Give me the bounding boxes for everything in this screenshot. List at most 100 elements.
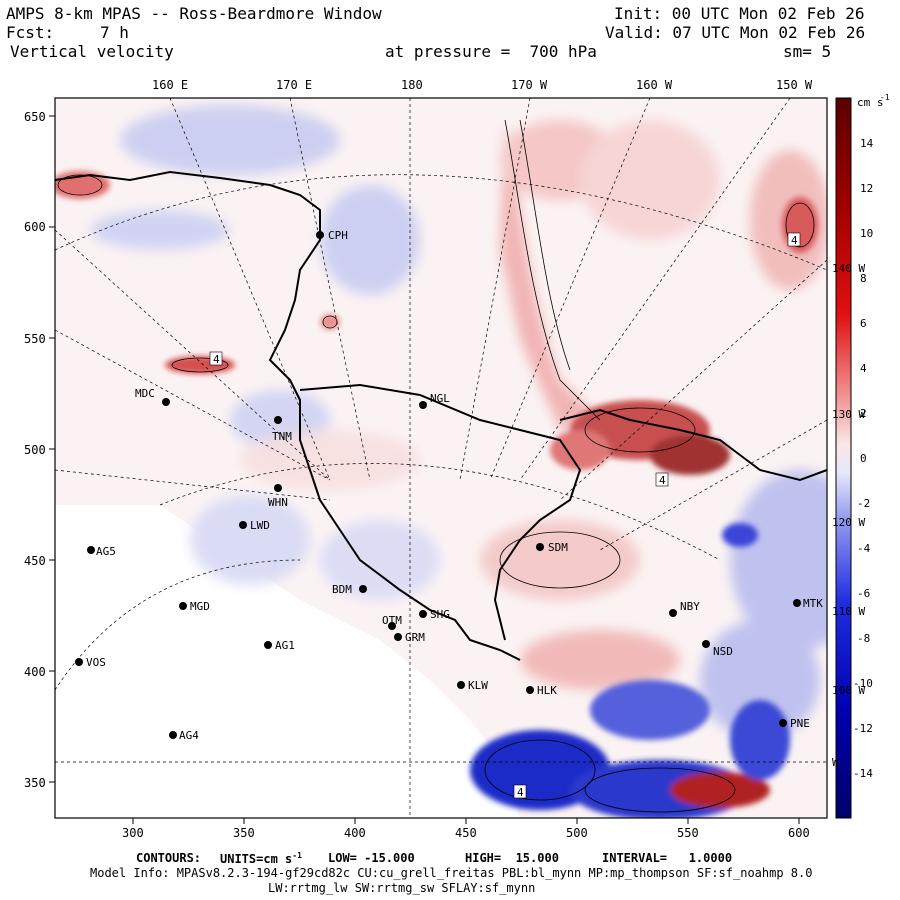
station-marker bbox=[316, 231, 324, 239]
station-label: AG1 bbox=[275, 639, 295, 652]
contour-label: 4 bbox=[659, 474, 666, 487]
colorbar-label: 14 bbox=[860, 137, 874, 150]
y-tick-label: 500 bbox=[24, 443, 46, 457]
station-marker bbox=[239, 521, 247, 529]
station-label: NBY bbox=[680, 600, 700, 613]
no-data-region bbox=[55, 505, 520, 818]
x-tick-label: 450 bbox=[455, 826, 477, 840]
station-marker bbox=[779, 719, 787, 727]
station-marker bbox=[274, 416, 282, 424]
station-label: AG5 bbox=[96, 545, 116, 558]
forecast-hour: 7 h bbox=[100, 23, 129, 42]
y-tick-label: 650 bbox=[24, 110, 46, 124]
contour-label: 4 bbox=[791, 234, 798, 247]
station-label: CPH bbox=[328, 229, 348, 242]
contour-label: 4 bbox=[517, 786, 524, 799]
station-marker bbox=[702, 640, 710, 648]
station-marker bbox=[179, 602, 187, 610]
colorbar-units: cm s bbox=[857, 96, 884, 109]
lon-label: 180 bbox=[401, 78, 423, 92]
colorbar-label: -2 bbox=[857, 497, 870, 510]
station-label: LWD bbox=[250, 519, 270, 532]
station-marker bbox=[419, 401, 427, 409]
lon-label: 100 W bbox=[832, 684, 865, 697]
station-marker bbox=[274, 484, 282, 492]
forecast-label: Fcst: bbox=[6, 23, 55, 42]
station-label: MTK bbox=[803, 597, 823, 610]
colorbar-label: 4 bbox=[860, 362, 867, 375]
station-label: HLK bbox=[537, 684, 557, 697]
x-tick-label: 400 bbox=[344, 826, 366, 840]
init-time: Init: 00 UTC Mon 02 Feb 26 bbox=[614, 4, 865, 23]
colorbar bbox=[835, 97, 852, 819]
y-tick-label: 350 bbox=[24, 776, 46, 790]
y-tick-label: 450 bbox=[24, 554, 46, 568]
station-label: SHG bbox=[430, 608, 450, 621]
lon-label: W bbox=[832, 756, 839, 769]
y-tick-label: 600 bbox=[24, 220, 46, 234]
plot-title: AMPS 8-km MPAS -- Ross-Beardmore Window bbox=[6, 4, 382, 23]
station-label: OTM bbox=[382, 614, 402, 627]
station-marker bbox=[87, 546, 95, 554]
lon-label: 130 W bbox=[832, 408, 865, 421]
x-tick-label: 550 bbox=[677, 826, 699, 840]
colorbar-label: -6 bbox=[857, 587, 870, 600]
station-marker bbox=[526, 686, 534, 694]
station-marker bbox=[162, 398, 170, 406]
contours-high: HIGH= 15.000 bbox=[465, 851, 559, 865]
x-tick-label: 350 bbox=[233, 826, 255, 840]
station-label: BDM bbox=[332, 583, 352, 596]
station-marker bbox=[457, 681, 465, 689]
station-marker bbox=[419, 610, 427, 618]
station-label: GRM bbox=[405, 631, 425, 644]
station-marker bbox=[793, 599, 801, 607]
lon-label: 150 W bbox=[776, 78, 813, 92]
lon-label: 140 W bbox=[832, 262, 865, 275]
colorbar-label: 8 bbox=[860, 272, 867, 285]
field-name: Vertical velocity bbox=[10, 42, 174, 61]
station-marker bbox=[669, 609, 677, 617]
x-tick-label: 500 bbox=[566, 826, 588, 840]
valid-time: Valid: 07 UTC Mon 02 Feb 26 bbox=[605, 23, 866, 42]
station-marker bbox=[264, 641, 272, 649]
colorbar-label: -4 bbox=[857, 542, 871, 555]
lon-label: 160 W bbox=[636, 78, 673, 92]
smoothing: sm= 5 bbox=[783, 42, 832, 61]
units-exp: -1 bbox=[292, 851, 302, 860]
colorbar-units-exp: -1 bbox=[880, 93, 890, 102]
colorbar-label: -14 bbox=[853, 767, 873, 780]
colorbar-label: 6 bbox=[860, 317, 867, 330]
station-label: VOS bbox=[86, 656, 106, 669]
station-label: MGD bbox=[190, 600, 210, 613]
contours-label: CONTOURS: bbox=[136, 851, 202, 865]
colorbar-label: -8 bbox=[857, 632, 870, 645]
model-info: Model Info: MPASv8.2.3-194-gf29cd82c CU:… bbox=[90, 866, 813, 880]
colorbar-label: -10 bbox=[853, 677, 873, 690]
station-label: TNM bbox=[272, 430, 292, 443]
colorbar-label: 2 bbox=[860, 407, 867, 420]
contour-label: 4 bbox=[213, 353, 220, 366]
colorbar-label: -12 bbox=[853, 722, 873, 735]
station-label: PNE bbox=[790, 717, 810, 730]
station-marker bbox=[359, 585, 367, 593]
station-marker bbox=[169, 731, 177, 739]
y-tick-label: 400 bbox=[24, 665, 46, 679]
station-label: NSD bbox=[713, 645, 733, 658]
units-text: UNITS=cm s bbox=[220, 852, 293, 866]
station-label: AG4 bbox=[179, 729, 199, 742]
lon-label: 110 W bbox=[832, 605, 865, 618]
contours-low: LOW= -15.000 bbox=[328, 851, 415, 865]
colorbar-label: 12 bbox=[860, 182, 873, 195]
colorbar-label: 0 bbox=[860, 452, 867, 465]
contours-interval: INTERVAL= 1.0000 bbox=[602, 851, 733, 865]
station-marker bbox=[536, 543, 544, 551]
station-label: KLW bbox=[468, 679, 488, 692]
pressure-level: at pressure = 700 hPa bbox=[385, 42, 597, 61]
station-marker bbox=[75, 658, 83, 666]
lon-label: 120 W bbox=[832, 516, 865, 529]
x-tick-label: 600 bbox=[788, 826, 810, 840]
lon-label: 160 E bbox=[152, 78, 189, 92]
station-marker bbox=[394, 633, 402, 641]
lon-label: 170 W bbox=[511, 78, 548, 92]
